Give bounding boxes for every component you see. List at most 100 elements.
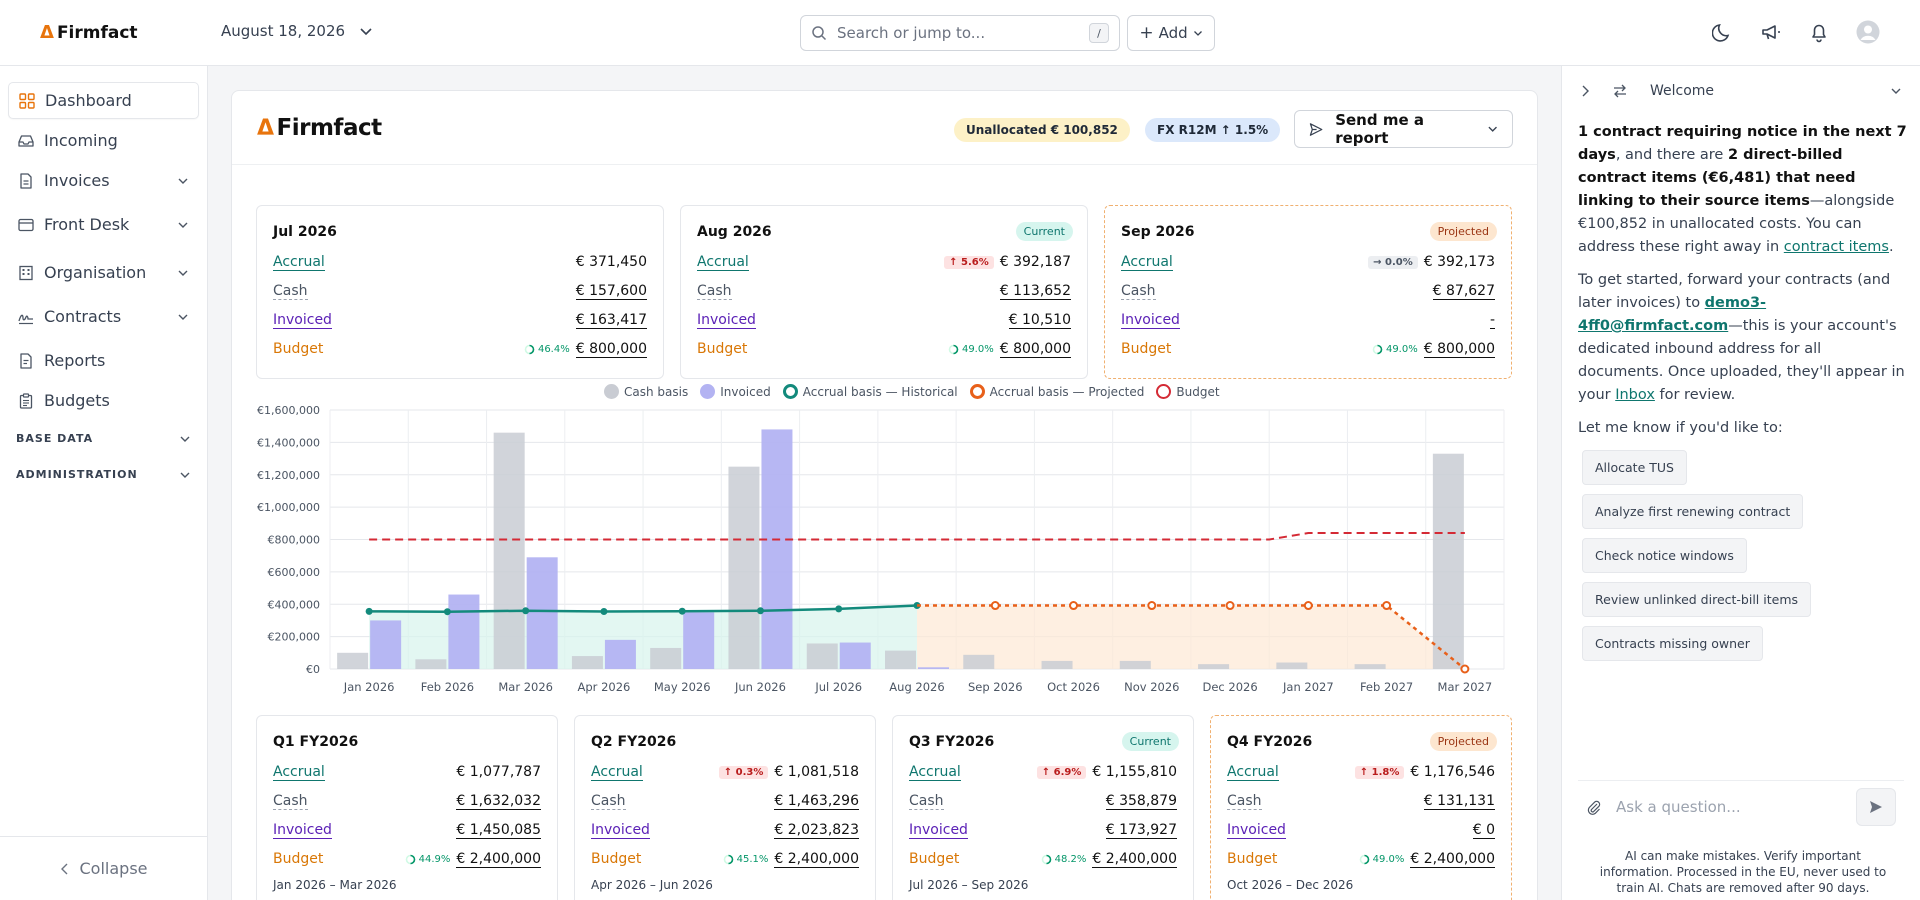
- app-logo[interactable]: Δ Firmfact: [40, 22, 138, 43]
- cash-row[interactable]: Cash € 1,463,296: [591, 791, 859, 811]
- sidebar-item-invoices[interactable]: Invoices: [8, 162, 199, 199]
- cash-row[interactable]: Cash € 358,879: [909, 791, 1177, 811]
- cash-bar: [337, 652, 369, 669]
- budget-value: € 800,000: [999, 340, 1071, 358]
- accrual-row[interactable]: Accrual ↑ 0.3% € 1,081,518: [591, 762, 859, 782]
- sidebar-section-administration[interactable]: ADMINISTRATION: [16, 468, 191, 481]
- suggestion-chip[interactable]: Contracts missing owner: [1582, 626, 1763, 661]
- card-title: Aug 2026: [697, 224, 772, 240]
- budget-row[interactable]: Budget 49.0% € 800,000: [1121, 339, 1495, 359]
- collapse-sidebar-button[interactable]: Collapse: [0, 836, 207, 900]
- budget-row[interactable]: Budget 49.0% € 800,000: [697, 339, 1071, 359]
- legend-label: Cash basis: [624, 384, 689, 399]
- invoiced-value: € 2,023,823: [774, 821, 859, 839]
- search-input[interactable]: Search or jump to... /: [800, 15, 1120, 51]
- sidebar-section-label: ADMINISTRATION: [16, 468, 138, 481]
- sidebar-item-front-desk[interactable]: Front Desk: [8, 206, 199, 243]
- budget-row[interactable]: Budget 48.2% € 2,400,000: [909, 849, 1177, 869]
- accrual-row[interactable]: Accrual ↑ 5.6% € 392,187: [697, 252, 1071, 272]
- status-badge: Projected: [1429, 222, 1497, 241]
- fx-badge[interactable]: FX R12M ↑ 1.5%: [1145, 118, 1281, 142]
- month-card[interactable]: Sep 2026 Projected Accrual → 0.0% € 392,173 C…: [1104, 205, 1512, 379]
- budget-row[interactable]: Budget 44.9% € 2,400,000: [273, 849, 541, 869]
- bell-icon[interactable]: [1808, 21, 1830, 43]
- send-report-button[interactable]: Send me a report: [1294, 110, 1513, 148]
- accrual-row[interactable]: Accrual ↑ 6.9% € 1,155,810: [909, 762, 1177, 782]
- invoiced-row[interactable]: Invoiced € 163,417: [273, 310, 647, 330]
- suggestion-chip[interactable]: Allocate TUS: [1582, 450, 1687, 485]
- date-selector[interactable]: August 18, 2026: [221, 22, 373, 40]
- invoiced-row[interactable]: Invoiced -: [1121, 310, 1495, 330]
- quarter-card[interactable]: Q1 FY2026 Accrual € 1,077,787 Cash € 1,632,0…: [256, 715, 558, 900]
- sidebar-item-dashboard[interactable]: Dashboard: [8, 82, 199, 119]
- swap-icon[interactable]: [1612, 84, 1628, 98]
- report-icon: [20, 352, 32, 369]
- sidebar-section-base-data[interactable]: BASE DATA: [16, 432, 191, 445]
- add-button[interactable]: + Add: [1127, 15, 1215, 51]
- cash-label: Cash: [1121, 282, 1156, 300]
- quarter-card[interactable]: Q2 FY2026 Accrual ↑ 0.3% € 1,081,518 Cash € 1…: [574, 715, 876, 900]
- budget-progress: 49.0%: [948, 344, 994, 355]
- sidebar-item-contracts[interactable]: Contracts: [8, 298, 199, 335]
- invoiced-row[interactable]: Invoiced € 0: [1227, 820, 1495, 840]
- y-tick-label: €400,000: [268, 598, 321, 611]
- inbox-link[interactable]: Inbox: [1615, 387, 1655, 403]
- sidebar-item-organisation[interactable]: Organisation: [8, 254, 199, 291]
- cash-row[interactable]: Cash € 87,627: [1121, 281, 1495, 301]
- paperclip-icon[interactable]: [1586, 799, 1602, 815]
- budget-percent: 44.9%: [418, 853, 451, 865]
- megaphone-icon[interactable]: [1760, 21, 1782, 43]
- accrual-projected-point: [990, 601, 1000, 611]
- accrual-row[interactable]: Accrual ↑ 1.8% € 1,176,546: [1227, 762, 1495, 782]
- budget-row[interactable]: Budget 49.0% € 2,400,000: [1227, 849, 1495, 869]
- accrual-row[interactable]: Accrual € 371,450: [273, 252, 647, 272]
- moon-icon[interactable]: [1712, 21, 1734, 43]
- unallocated-badge[interactable]: Unallocated € 100,852: [954, 118, 1130, 142]
- sidebar-item-label: Reports: [44, 351, 106, 370]
- contract-items-link[interactable]: contract items: [1783, 239, 1889, 255]
- suggestion-chip[interactable]: Check notice windows: [1582, 538, 1747, 573]
- accrual-projected-point: [1460, 664, 1470, 674]
- accrual-row[interactable]: Accrual → 0.0% € 392,173: [1121, 252, 1495, 272]
- search-icon: [812, 26, 827, 41]
- ask-input[interactable]: Ask a question...: [1578, 780, 1904, 832]
- sidebar-item-budgets[interactable]: Budgets: [8, 382, 199, 419]
- accrual-delta-badge: → 0.0%: [1368, 255, 1418, 269]
- budget-row[interactable]: Budget 45.1% € 2,400,000: [591, 849, 859, 869]
- cash-row[interactable]: Cash € 157,600: [273, 281, 647, 301]
- legend-item-cash[interactable]: Cash basis: [604, 384, 688, 399]
- cash-row[interactable]: Cash € 1,632,032: [273, 791, 541, 811]
- suggestion-chip[interactable]: Review unlinked direct-bill items: [1582, 582, 1812, 617]
- avatar-icon[interactable]: [1856, 20, 1880, 44]
- quarter-card[interactable]: Q3 FY2026 Current Accrual ↑ 6.9% € 1,155,810…: [892, 715, 1194, 900]
- month-card[interactable]: Jul 2026 Accrual € 371,450 Cash € 157,600 Inv…: [256, 205, 664, 379]
- quarter-card[interactable]: Q4 FY2026 Projected Accrual ↑ 1.8% € 1,176,5…: [1210, 715, 1512, 900]
- chevron-right-icon[interactable]: [1580, 85, 1590, 97]
- invoiced-row[interactable]: Invoiced € 10,510: [697, 310, 1071, 330]
- legend-item-invoiced[interactable]: Invoiced: [700, 384, 771, 399]
- budget-value: € 800,000: [1423, 340, 1495, 358]
- cash-row[interactable]: Cash € 131,131: [1227, 791, 1495, 811]
- legend-item-budget[interactable]: Budget: [1156, 384, 1220, 399]
- logo-mark-icon: Δ: [257, 115, 274, 141]
- invoiced-row[interactable]: Invoiced € 173,927: [909, 820, 1177, 840]
- legend-item-accrual-historical[interactable]: Accrual basis — Historical: [782, 384, 958, 399]
- cash-row[interactable]: Cash € 113,652: [697, 281, 1071, 301]
- sidebar-item-incoming[interactable]: Incoming: [8, 122, 199, 159]
- inbound-email-link[interactable]: demo3-4ff0@firmfact.com: [1578, 295, 1767, 334]
- invoiced-row[interactable]: Invoiced € 1,450,085: [273, 820, 541, 840]
- month-card[interactable]: Aug 2026 Current Accrual ↑ 5.6% € 392,187 Cas…: [680, 205, 1088, 379]
- sidebar-item-reports[interactable]: Reports: [8, 342, 199, 379]
- x-tick-label: Nov 2026: [1124, 680, 1179, 694]
- x-tick-label: May 2026: [654, 680, 711, 694]
- accrual-row[interactable]: Accrual € 1,077,787: [273, 762, 541, 782]
- suggestion-chip[interactable]: Analyze first renewing contract: [1582, 494, 1804, 529]
- sidebar-item-label: Contracts: [44, 307, 122, 326]
- invoiced-bar: [761, 429, 793, 669]
- accrual-projected-point: [1303, 601, 1313, 611]
- invoiced-row[interactable]: Invoiced € 2,023,823: [591, 820, 859, 840]
- send-message-button[interactable]: [1856, 787, 1896, 826]
- legend-item-accrual-projected[interactable]: Accrual basis — Projected: [969, 384, 1144, 399]
- chevron-down-icon[interactable]: [1890, 85, 1902, 97]
- budget-row[interactable]: Budget 46.4% € 800,000: [273, 339, 647, 359]
